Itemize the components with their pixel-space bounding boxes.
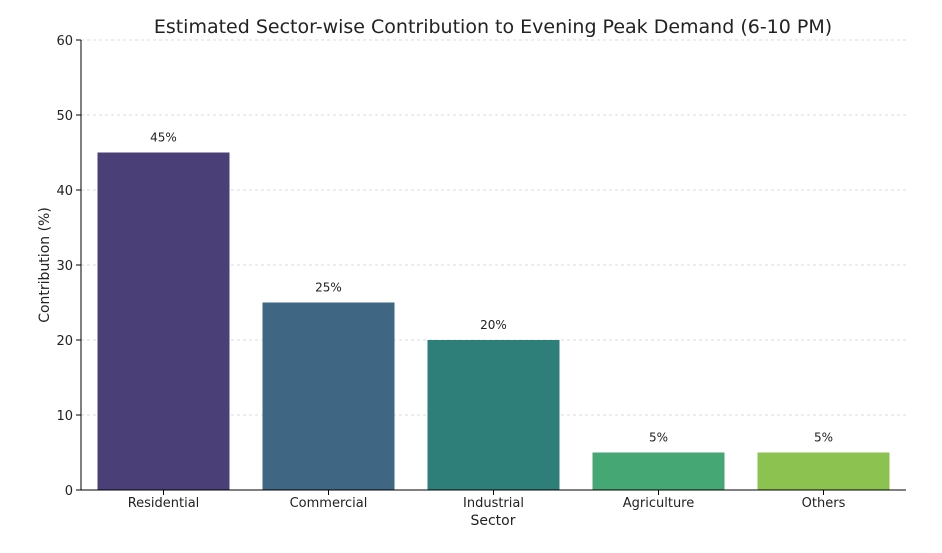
x-tick-label: Others [802,496,846,511]
y-tick-label: 50 [56,109,73,124]
bar-industrial [427,340,560,490]
y-axis-label: Contribution (%) [37,207,53,323]
x-tick-label: Commercial [290,496,368,511]
x-tick-label: Agriculture [623,496,695,511]
x-ticks: Residential Commercial Industrial Agricultu… [128,490,846,511]
x-tick-label: Industrial [463,496,524,511]
bar-others [757,452,890,490]
chart-title: Estimated Sector-wise Contribution to Ev… [154,16,832,38]
data-labels: 45% 25% 20% 5% 5% [150,131,833,445]
y-tick-label: 20 [56,334,73,349]
bar-agriculture [592,452,725,490]
y-tick-label: 30 [56,259,73,274]
bar-commercial [262,302,395,490]
data-label: 45% [150,131,177,145]
y-ticks: 0 10 20 30 40 50 60 [56,34,81,499]
data-label: 5% [814,431,833,445]
y-tick-label: 60 [56,34,73,49]
bar-residential [97,152,230,490]
data-label: 25% [315,281,342,295]
x-axis-label: Sector [470,513,515,529]
y-tick-label: 40 [56,184,73,199]
data-label: 5% [649,431,668,445]
y-tick-label: 10 [56,409,73,424]
y-tick-label: 0 [65,484,73,499]
x-tick-label: Residential [128,496,200,511]
data-label: 20% [480,318,507,332]
bars [97,152,890,490]
